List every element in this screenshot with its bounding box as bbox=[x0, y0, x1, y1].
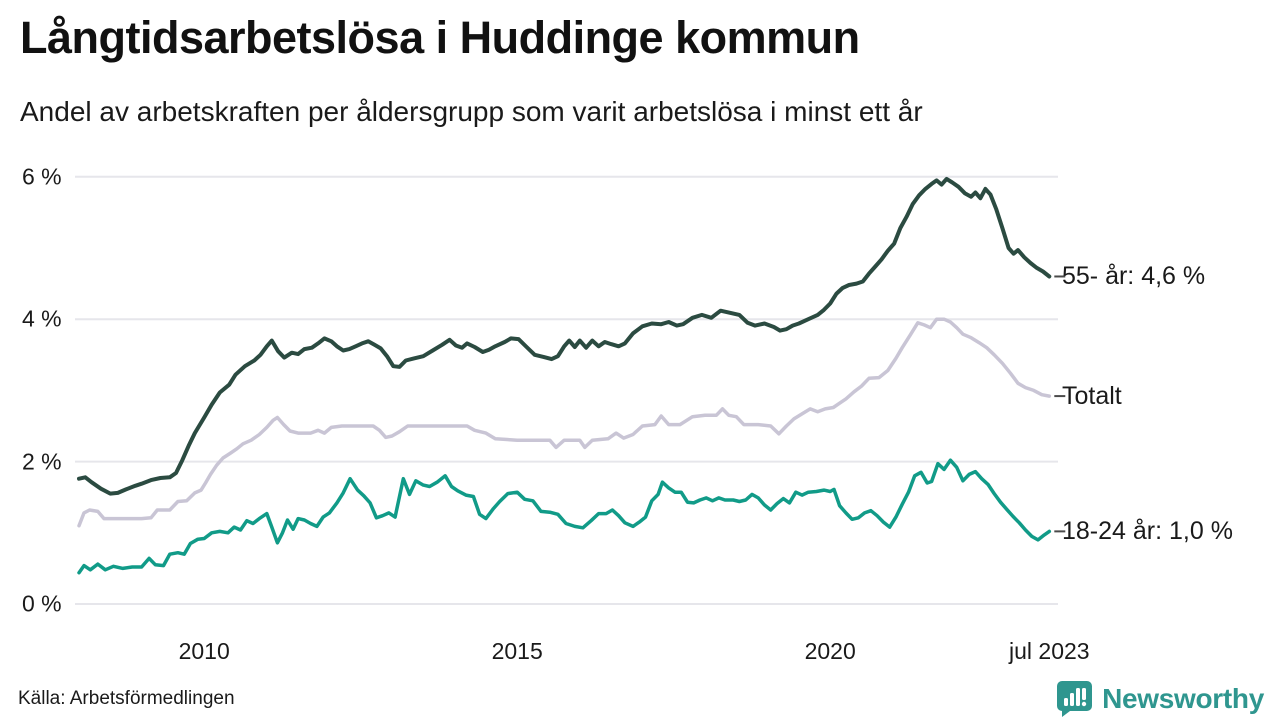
x-tick-label: 2010 bbox=[178, 638, 230, 664]
page-subtitle: Andel av arbetskraften per åldersgrupp s… bbox=[20, 96, 923, 127]
y-tick-label: 0 % bbox=[22, 590, 62, 617]
y-tick-label: 4 % bbox=[22, 305, 62, 332]
x-tick-label: 2015 bbox=[491, 638, 543, 664]
x-tick-label: 2020 bbox=[804, 638, 856, 664]
page-title: Långtidsarbetslösa i Huddinge kommun bbox=[20, 12, 860, 63]
newsworthy-wordmark: Newsworthy bbox=[1102, 683, 1264, 714]
source-note: Källa: Arbetsförmedlingen bbox=[18, 688, 235, 709]
newsworthy-bubble-icon bbox=[1057, 681, 1093, 717]
series-line-18-24-r bbox=[77, 458, 1052, 575]
series-line-55-r bbox=[77, 176, 1052, 496]
y-tick-label: 2 % bbox=[22, 448, 62, 475]
series-end-label-55-r: 55- år: 4,6 % bbox=[1062, 262, 1206, 291]
series-end-label-totalt: Totalt bbox=[1062, 382, 1122, 411]
y-tick-label: 6 % bbox=[22, 163, 62, 190]
series-end-label-18-24-r: 18-24 år: 1,0 % bbox=[1062, 517, 1233, 546]
series-line-totalt bbox=[77, 317, 1052, 528]
x-tick-label: jul 2023 bbox=[1009, 638, 1090, 664]
newsworthy-logo: Newsworthy bbox=[1056, 680, 1264, 718]
